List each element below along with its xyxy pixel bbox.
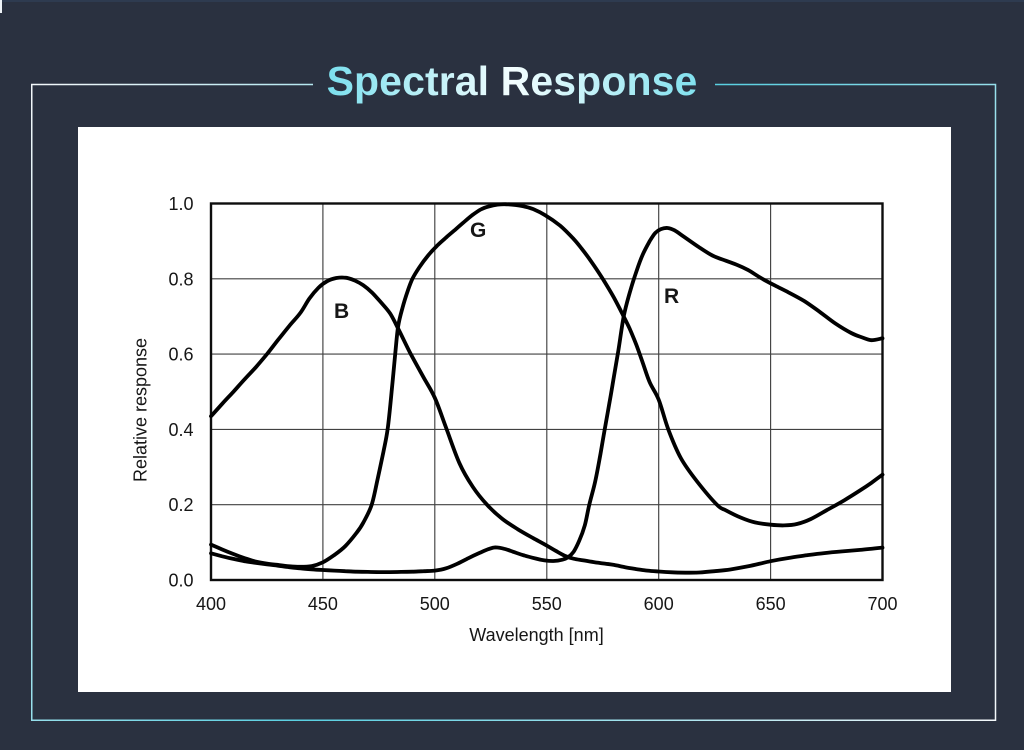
svg-text:600: 600 <box>644 594 674 614</box>
svg-text:1.0: 1.0 <box>168 194 193 214</box>
svg-text:G: G <box>470 219 486 242</box>
svg-text:0.4: 0.4 <box>168 420 193 440</box>
svg-text:700: 700 <box>867 594 897 614</box>
svg-text:0.2: 0.2 <box>168 495 193 515</box>
svg-text:450: 450 <box>308 594 338 614</box>
svg-text:R: R <box>664 285 679 308</box>
svg-text:0.6: 0.6 <box>168 345 193 365</box>
svg-text:0.8: 0.8 <box>168 269 193 289</box>
svg-text:500: 500 <box>420 594 450 614</box>
svg-text:Wavelength [nm]: Wavelength [nm] <box>469 625 603 645</box>
svg-text:Relative response: Relative response <box>131 338 151 482</box>
svg-text:550: 550 <box>532 594 562 614</box>
svg-text:0.0: 0.0 <box>168 571 193 591</box>
svg-text:B: B <box>334 300 349 323</box>
svg-text:650: 650 <box>756 594 786 614</box>
svg-text:400: 400 <box>196 594 226 614</box>
